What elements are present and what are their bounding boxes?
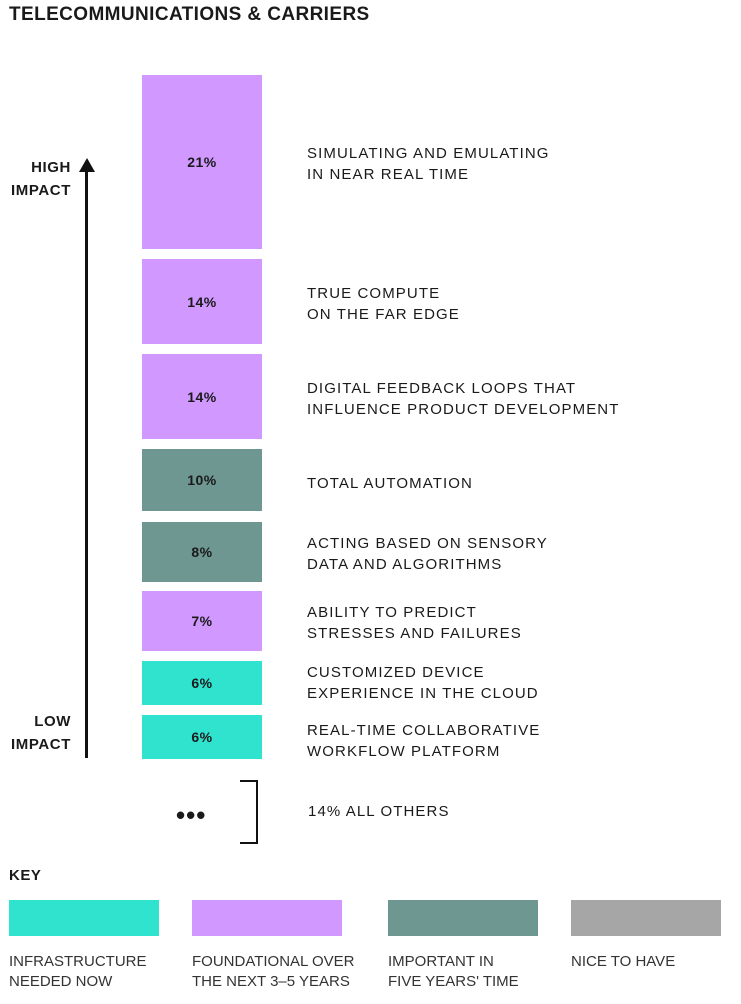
bar-category-label-line: ON THE FAR EDGE: [307, 306, 460, 323]
bar-category-label-line: IN NEAR REAL TIME: [307, 166, 470, 183]
bar-3: 14%: [142, 354, 262, 439]
bar-category-label-line: STRESSES AND FAILURES: [307, 625, 522, 642]
bar-category-label: TOTAL AUTOMATION: [307, 473, 473, 494]
legend-swatch-infrastructure: [9, 900, 159, 936]
legend-label-line: FIVE YEARS' TIME: [388, 973, 519, 990]
others-label: 14% ALL OTHERS: [308, 803, 450, 820]
bar-category-label: SIMULATING AND EMULATING IN NEAR REAL TIM…: [307, 143, 550, 185]
bar-category-label: TRUE COMPUTE ON THE FAR EDGE: [307, 283, 460, 325]
low-impact-label-line-1: LOW: [34, 713, 71, 730]
bar-value-label: 14%: [187, 293, 217, 310]
bar-category-label: DIGITAL FEEDBACK LOOPS THAT INFLUENCE PRO…: [307, 378, 620, 420]
legend-label-line: NEEDED NOW: [9, 973, 113, 990]
bar-value-label: 10%: [187, 472, 217, 488]
bar-value-label: 7%: [191, 613, 213, 629]
bar-value-label: 14%: [187, 388, 217, 405]
bar-category-label-line: WORKFLOW PLATFORM: [307, 743, 501, 760]
bar-category-label-line: REAL-TIME COLLABORATIVE: [307, 722, 541, 739]
legend-swatch-foundational: [192, 900, 342, 936]
legend-label-line: INFRASTRUCTURE: [9, 953, 147, 970]
bar-category-label-line: TRUE COMPUTE: [307, 285, 441, 302]
bar-category-label-line: DIGITAL FEEDBACK LOOPS THAT: [307, 380, 577, 397]
bar-value-label: 6%: [191, 675, 213, 691]
legend-label-line: NICE TO HAVE: [571, 953, 676, 970]
legend-title: KEY: [9, 867, 42, 884]
bar-1: 21%: [142, 75, 262, 249]
legend-label-foundational: FOUNDATIONAL OVER THE NEXT 3–5 YEARS: [192, 952, 355, 992]
bar-category-label-line: CUSTOMIZED DEVICE: [307, 664, 485, 681]
bar-value-label: 21%: [187, 154, 217, 170]
bar-5: 8%: [142, 522, 262, 582]
legend-swatch-nice: [571, 900, 721, 936]
high-impact-label-line-2: IMPACT: [11, 182, 71, 199]
bar-2: 14%: [142, 259, 262, 344]
bar-category-label-line: ACTING BASED ON SENSORY: [307, 535, 548, 552]
others-bracket: [240, 780, 258, 844]
bar-category-label-line: SIMULATING AND EMULATING: [307, 145, 550, 162]
bar-6: 7%: [142, 591, 262, 651]
high-impact-label: HIGH IMPACT: [5, 156, 71, 202]
chart-title: TELECOMMUNICATIONS & CARRIERS: [9, 4, 370, 25]
low-impact-label: LOW IMPACT: [5, 710, 71, 756]
legend-label-line: FOUNDATIONAL OVER: [192, 953, 355, 970]
bar-category-label: ABILITY TO PREDICT STRESSES AND FAILURES: [307, 602, 522, 644]
bar-7: 6%: [142, 661, 262, 705]
bar-category-label-line: DATA AND ALGORITHMS: [307, 556, 503, 573]
low-impact-label-line-2: IMPACT: [11, 736, 71, 753]
up-arrow-icon: [79, 158, 95, 172]
bar-value-label: 6%: [191, 729, 213, 745]
bar-category-label: CUSTOMIZED DEVICE EXPERIENCE IN THE CLOUD: [307, 662, 539, 704]
legend-label-nice: NICE TO HAVE: [571, 952, 675, 972]
legend-label-line: THE NEXT 3–5 YEARS: [192, 973, 350, 990]
bar-category-label-line: INFLUENCE PRODUCT DEVELOPMENT: [307, 401, 620, 418]
legend-label-infrastructure: INFRASTRUCTURE NEEDED NOW: [9, 952, 147, 992]
bar-8: 6%: [142, 715, 262, 759]
bar-category-label-line: ABILITY TO PREDICT: [307, 604, 477, 621]
ellipsis-icon: •••: [176, 800, 207, 830]
high-impact-label-line-1: HIGH: [31, 159, 71, 176]
bar-category-label: REAL-TIME COLLABORATIVE WORKFLOW PLATFORM: [307, 720, 540, 762]
legend-label-line: IMPORTANT IN: [388, 953, 494, 970]
impact-axis-line: [85, 170, 88, 758]
legend-swatch-important: [388, 900, 538, 936]
bar-value-label: 8%: [191, 544, 213, 560]
bar-category-label: ACTING BASED ON SENSORY DATA AND ALGORITH…: [307, 533, 548, 575]
legend-label-important: IMPORTANT IN FIVE YEARS' TIME: [388, 952, 519, 992]
bar-category-label-line: TOTAL AUTOMATION: [307, 475, 473, 492]
bar-category-label-line: EXPERIENCE IN THE CLOUD: [307, 685, 539, 702]
bar-4: 10%: [142, 449, 262, 511]
